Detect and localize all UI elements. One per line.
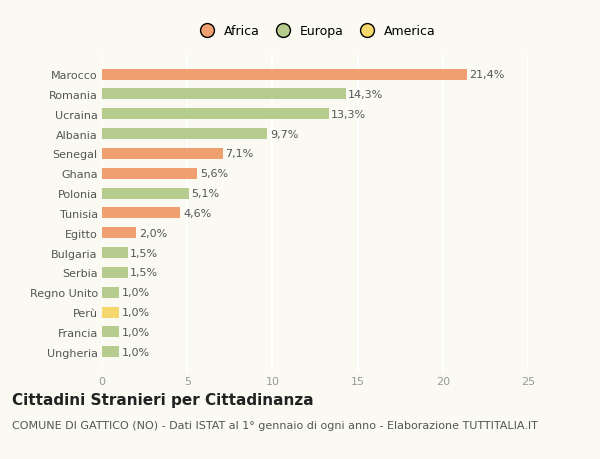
Bar xyxy=(102,347,119,358)
Text: 9,7%: 9,7% xyxy=(270,129,298,139)
Text: 4,6%: 4,6% xyxy=(183,208,211,218)
Text: Cittadini Stranieri per Cittadinanza: Cittadini Stranieri per Cittadinanza xyxy=(12,392,314,408)
Bar xyxy=(102,188,189,199)
Text: 2,0%: 2,0% xyxy=(139,228,167,238)
Bar xyxy=(102,327,119,338)
Bar xyxy=(102,208,181,219)
Text: 1,0%: 1,0% xyxy=(122,327,150,337)
Text: 1,0%: 1,0% xyxy=(122,347,150,357)
Text: 13,3%: 13,3% xyxy=(331,110,367,119)
Bar xyxy=(102,287,119,298)
Legend: Africa, Europa, America: Africa, Europa, America xyxy=(189,20,441,43)
Bar xyxy=(102,247,128,258)
Bar xyxy=(102,149,223,160)
Bar xyxy=(102,129,267,140)
Text: 5,1%: 5,1% xyxy=(191,189,220,199)
Bar xyxy=(102,69,467,80)
Text: 5,6%: 5,6% xyxy=(200,169,228,179)
Bar xyxy=(102,168,197,179)
Text: 1,5%: 1,5% xyxy=(130,248,158,258)
Bar xyxy=(102,267,128,278)
Bar xyxy=(102,307,119,318)
Text: 14,3%: 14,3% xyxy=(348,90,383,100)
Text: COMUNE DI GATTICO (NO) - Dati ISTAT al 1° gennaio di ogni anno - Elaborazione TU: COMUNE DI GATTICO (NO) - Dati ISTAT al 1… xyxy=(12,420,538,430)
Bar xyxy=(102,109,329,120)
Text: 1,5%: 1,5% xyxy=(130,268,158,278)
Bar xyxy=(102,228,136,239)
Text: 7,1%: 7,1% xyxy=(226,149,254,159)
Text: 1,0%: 1,0% xyxy=(122,288,150,297)
Text: 21,4%: 21,4% xyxy=(469,70,505,80)
Bar xyxy=(102,89,346,100)
Text: 1,0%: 1,0% xyxy=(122,308,150,317)
